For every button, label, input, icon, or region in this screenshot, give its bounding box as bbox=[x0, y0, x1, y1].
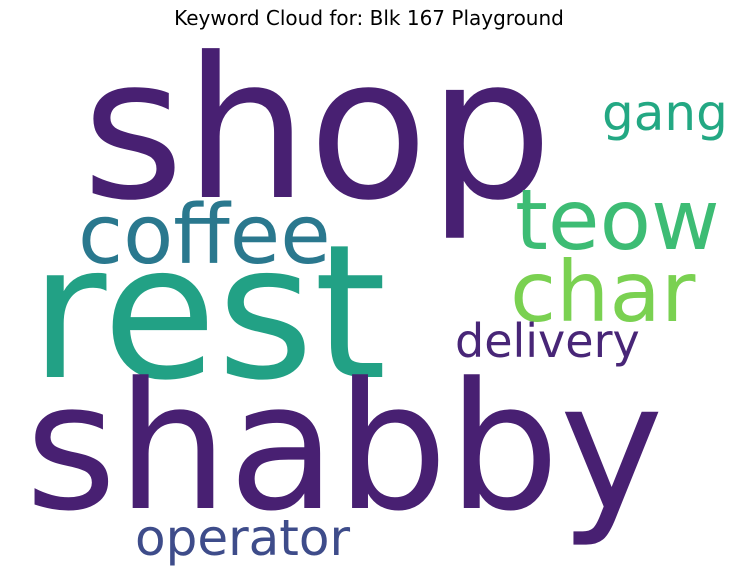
word-char: char bbox=[510, 243, 696, 341]
chart-title: Keyword Cloud for: Blk 167 Playground bbox=[174, 6, 564, 30]
word-shabby: shabby bbox=[25, 345, 664, 550]
word-teow: teow bbox=[515, 171, 720, 269]
word-gang: gang bbox=[602, 84, 728, 142]
word-operator: operator bbox=[135, 509, 351, 567]
word-delivery: delivery bbox=[455, 314, 640, 368]
word-coffee: coffee bbox=[78, 188, 331, 283]
word-shop: shop bbox=[82, 16, 553, 244]
word-rest: rest bbox=[30, 204, 387, 421]
